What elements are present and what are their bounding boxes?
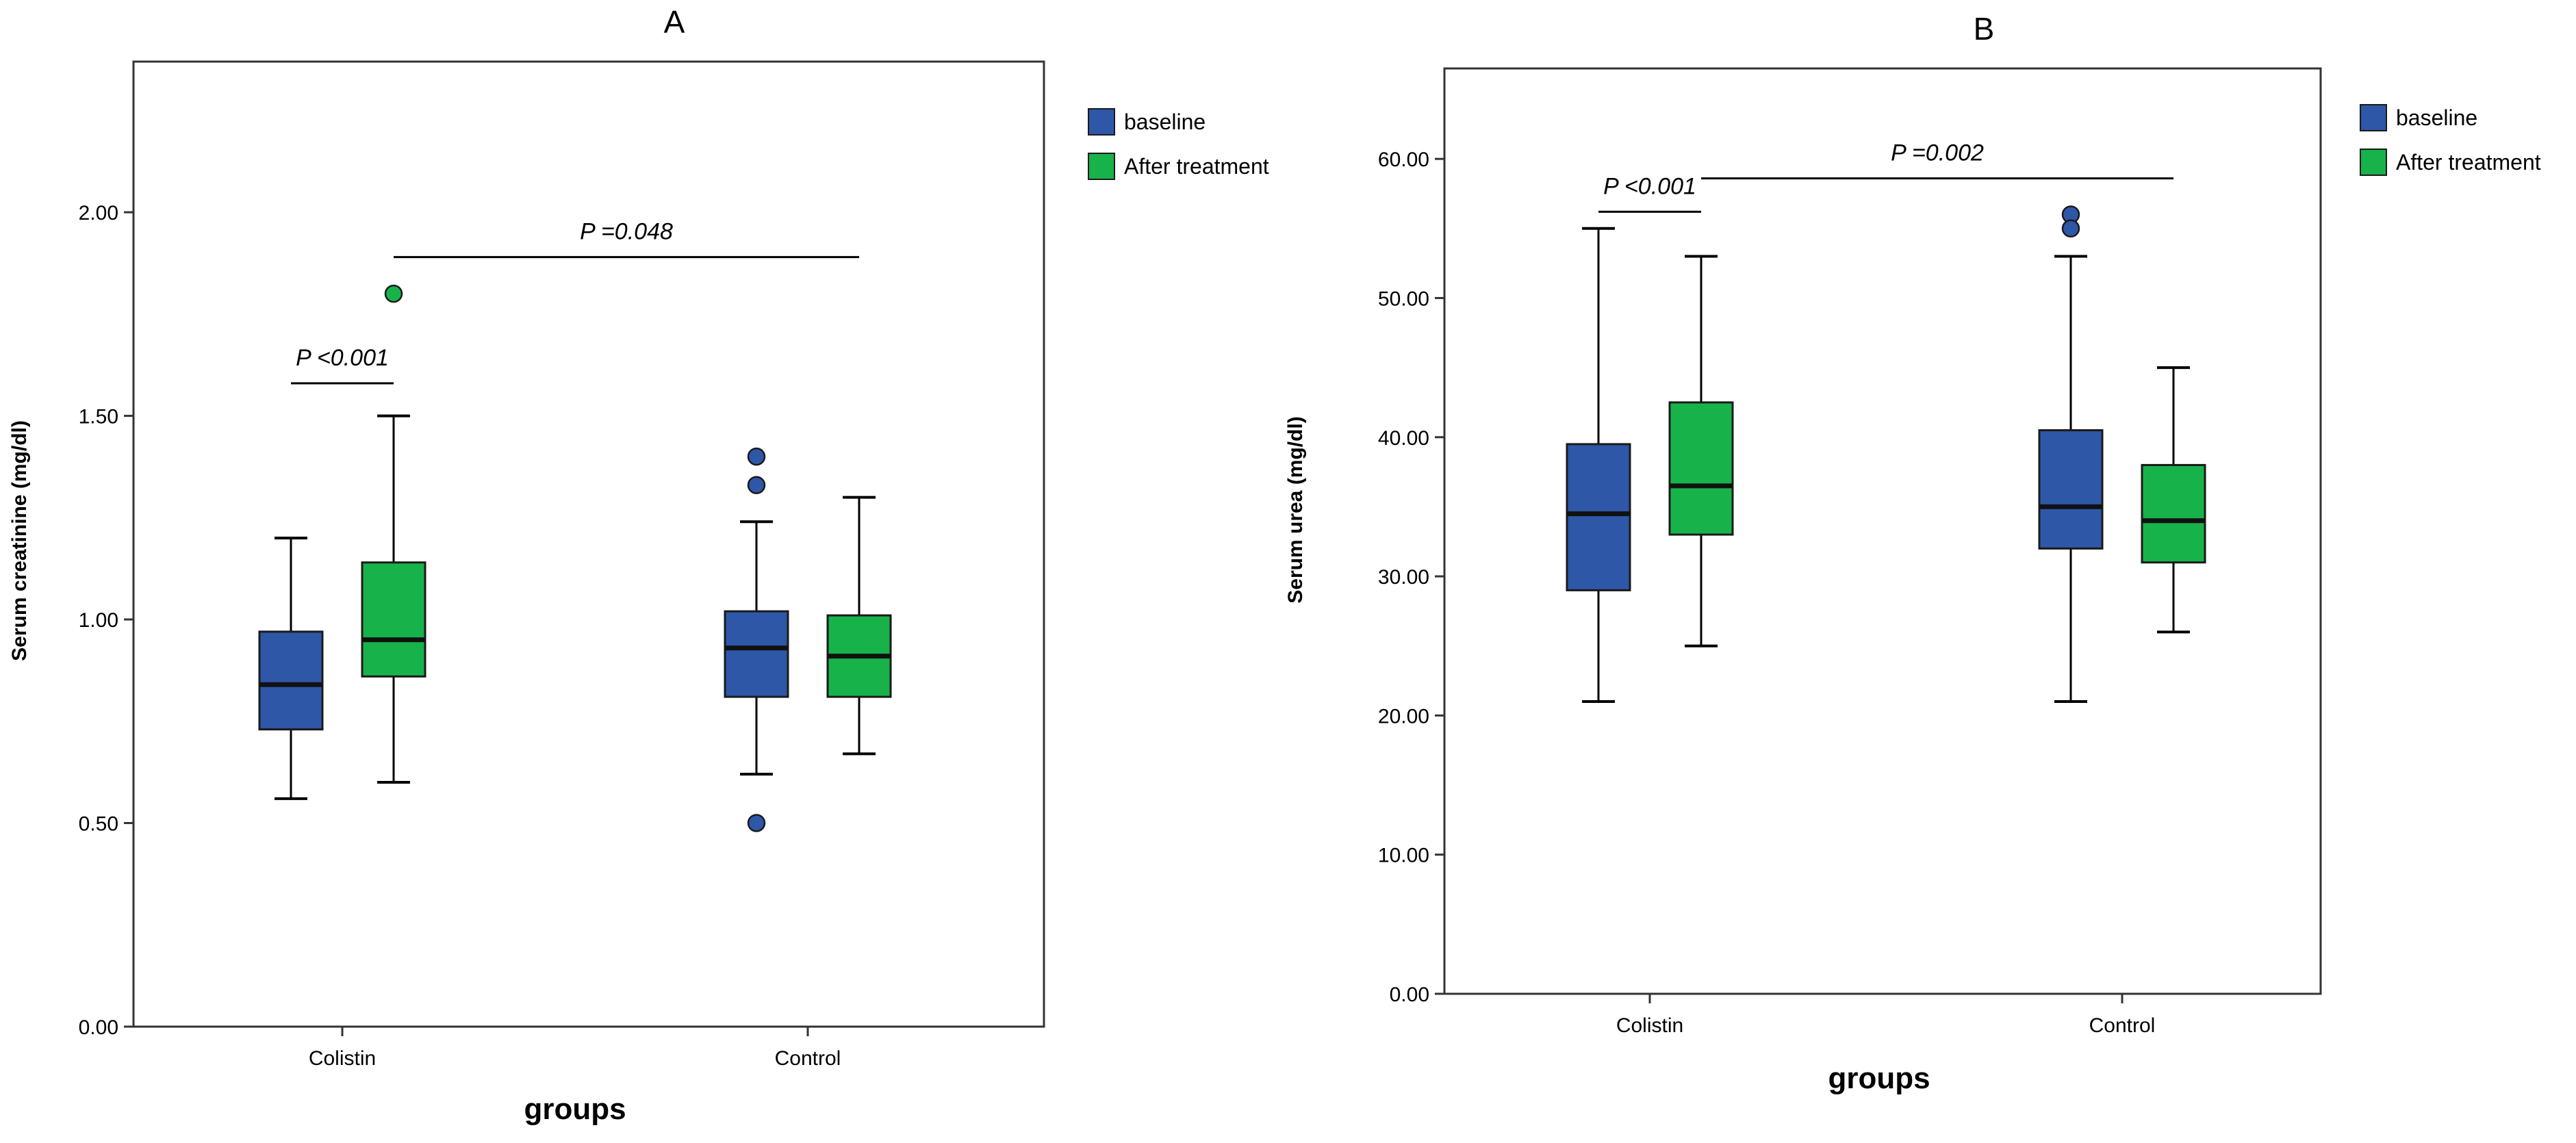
box-control-baseline xyxy=(724,447,789,832)
y-tick-label: 50.00 xyxy=(1378,287,1429,310)
outlier-point xyxy=(747,814,766,832)
iqr-box xyxy=(1566,443,1631,591)
y-tick-label: 0.50 xyxy=(79,813,118,836)
y-tick-label: 60.00 xyxy=(1378,149,1429,171)
outlier-point xyxy=(2061,219,2080,238)
panel-label: A xyxy=(664,4,685,40)
y-tick-label: 30.00 xyxy=(1378,566,1429,589)
outlier-point xyxy=(747,447,766,466)
y-tick-label: 1.50 xyxy=(79,406,118,428)
x-axis-title: groups xyxy=(524,1092,626,1126)
box-colistin-after-treatment xyxy=(361,284,426,784)
box-colistin-after-treatment xyxy=(1668,255,1734,647)
legend-label: baseline xyxy=(1124,110,1206,134)
legend-swatch-baseline xyxy=(2360,104,2387,131)
legend-swatch-after-treatment xyxy=(2360,149,2387,176)
y-tick-label: 10.00 xyxy=(1378,845,1429,867)
box-colistin-baseline xyxy=(1566,227,1631,704)
x-axis-title: groups xyxy=(1828,1062,1930,1095)
y-tick-label: 0.00 xyxy=(79,1016,118,1039)
box-control-baseline xyxy=(2038,205,2104,704)
iqr-box xyxy=(361,561,426,678)
y-tick-label: 0.00 xyxy=(1390,984,1429,1006)
box-control-after-treatment xyxy=(2141,366,2206,634)
legend: baseline After treatment xyxy=(1088,108,1269,180)
panel-label: B xyxy=(1974,11,1995,47)
legend-label: baseline xyxy=(2396,105,2477,130)
p-value-label: P =0.048 xyxy=(580,219,673,245)
y-axis-title: Serum creatinine (mg/dl) xyxy=(8,420,31,661)
panel-a: A 0.00 0.50 1.00 1.50 2.00 Colistin Control grou… xyxy=(8,4,1269,1126)
iqr-box xyxy=(1668,401,1734,536)
iqr-box xyxy=(2038,429,2104,550)
legend-label: After treatment xyxy=(2396,150,2541,175)
iqr-box xyxy=(2141,463,2206,564)
y-tick-label: 2.00 xyxy=(79,202,118,224)
panel-b: B 0.00 10.00 20.00 30.00 40.00 50.00 60.00 Colis… xyxy=(1284,11,2541,1095)
y-tick-label: 20.00 xyxy=(1378,705,1429,728)
x-tick-label: Colistin xyxy=(309,1047,376,1070)
plot-frame xyxy=(1443,67,2322,995)
legend-swatch-baseline xyxy=(1088,108,1115,136)
box-colistin-baseline xyxy=(258,537,324,800)
p-value-label: P =0.002 xyxy=(1891,140,1984,166)
y-tick-label: 1.00 xyxy=(79,609,118,632)
iqr-box xyxy=(258,630,324,731)
outlier-point xyxy=(384,284,403,303)
outlier-point xyxy=(747,476,766,494)
p-value-label: P <0.001 xyxy=(1603,173,1696,199)
p-value-label: P <0.001 xyxy=(296,345,389,371)
legend-label: After treatment xyxy=(1124,154,1269,179)
plot-frame xyxy=(132,60,1045,1028)
x-tick-label: Control xyxy=(2089,1014,2156,1037)
legend: baseline After treatment xyxy=(2360,104,2541,176)
box-control-after-treatment xyxy=(826,496,892,756)
y-axis-title: Serum urea (mg/dl) xyxy=(1284,416,1307,603)
x-tick-label: Colistin xyxy=(1616,1014,1683,1037)
iqr-box xyxy=(724,610,789,698)
y-tick-label: 40.00 xyxy=(1378,427,1429,450)
x-tick-label: Control xyxy=(775,1047,841,1070)
legend-swatch-after-treatment xyxy=(1088,153,1115,180)
